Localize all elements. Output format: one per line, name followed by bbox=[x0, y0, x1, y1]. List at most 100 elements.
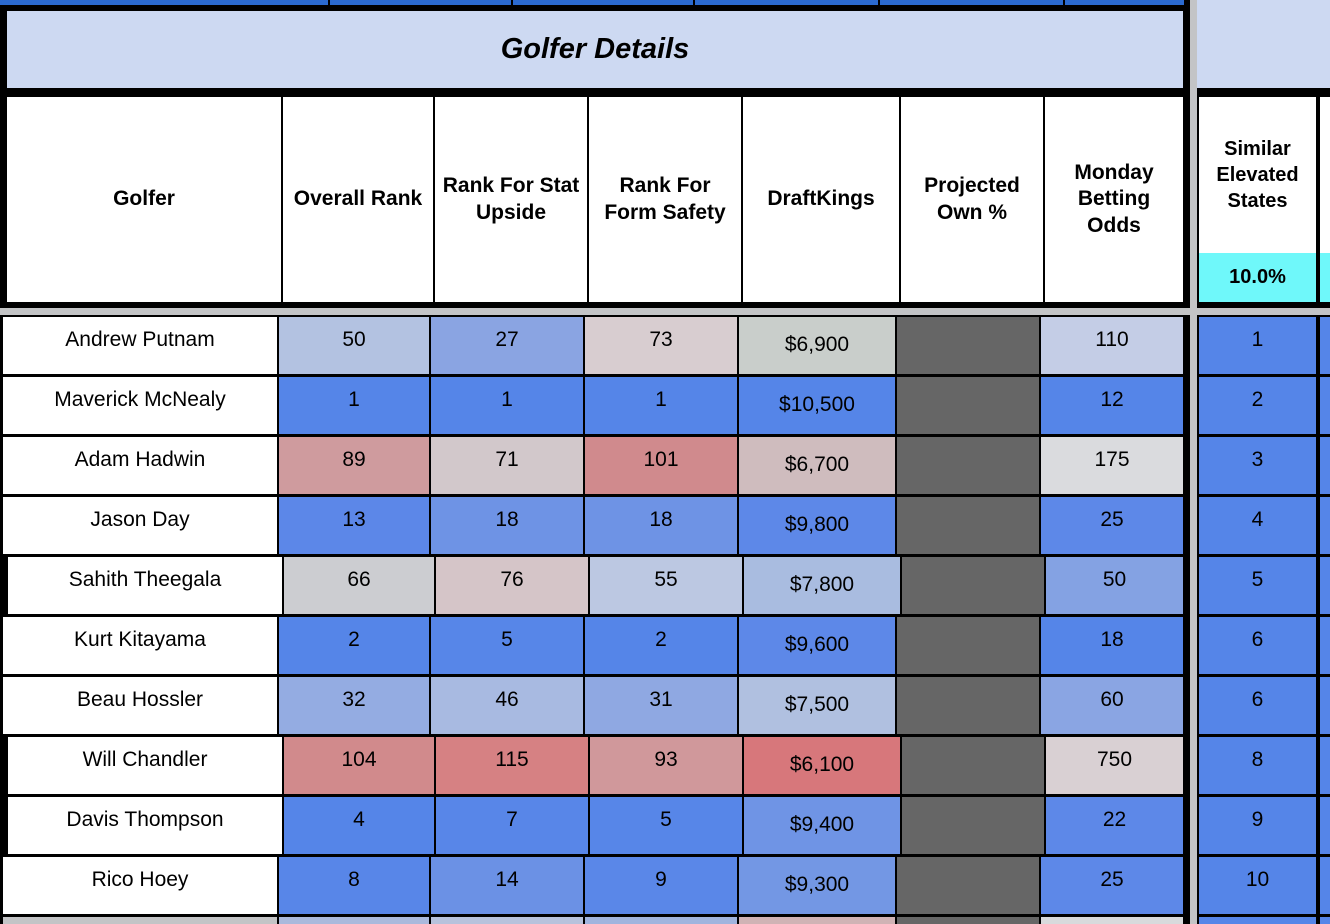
overall-rank-cell[interactable]: 89 bbox=[279, 437, 431, 494]
golfer-name-cell[interactable]: Maverick McNealy bbox=[3, 377, 279, 434]
golfer-name-cell[interactable]: Davis Thompson bbox=[8, 797, 284, 854]
header-similar-elevated-states[interactable]: Similar Elevated States bbox=[1197, 97, 1316, 253]
betting-odds-cell[interactable]: 750 bbox=[1046, 737, 1183, 794]
form-safety-rank-cell[interactable]: 9 bbox=[585, 857, 739, 914]
betting-odds-cell[interactable]: 175 bbox=[1041, 437, 1183, 494]
draftkings-salary-cell[interactable]: $7,800 bbox=[744, 557, 902, 614]
draftkings-salary-cell[interactable]: $9,300 bbox=[739, 857, 897, 914]
stat-upside-rank-cell[interactable]: 14 bbox=[431, 857, 585, 914]
similar-elevated-cell[interactable]: 5 bbox=[1197, 557, 1316, 614]
betting-odds-cell[interactable]: 25 bbox=[1041, 497, 1183, 554]
stat-upside-rank-cell[interactable]: 76 bbox=[436, 557, 590, 614]
projected-own-hidden-cell[interactable] bbox=[902, 737, 1046, 794]
projected-own-hidden-cell[interactable] bbox=[897, 437, 1041, 494]
stat-upside-rank-cell[interactable]: 46 bbox=[431, 677, 585, 734]
stat-upside-rank-cell[interactable]: 71 bbox=[431, 437, 585, 494]
projected-own-hidden-cell[interactable] bbox=[897, 677, 1041, 734]
form-safety-rank-cell[interactable]: 5 bbox=[590, 797, 744, 854]
overall-rank-cell[interactable]: 50 bbox=[279, 317, 431, 374]
stat-upside-rank-cell[interactable]: 1 bbox=[431, 377, 585, 434]
overall-rank-cell[interactable]: 13 bbox=[279, 497, 431, 554]
overall-rank-cell[interactable]: 104 bbox=[284, 737, 436, 794]
similar-threshold-cell[interactable]: 10.0% bbox=[1197, 253, 1316, 302]
overall-rank-cell[interactable]: 2 bbox=[279, 617, 431, 674]
draftkings-salary-cell[interactable]: $7,500 bbox=[739, 677, 897, 734]
table-row: Andrew Putnam 50 27 73 $6,900 110 bbox=[0, 317, 1190, 377]
projected-own-hidden-cell[interactable] bbox=[897, 497, 1041, 554]
draftkings-salary-cell[interactable]: $6,900 bbox=[739, 317, 897, 374]
similar-elevated-cell[interactable]: 4 bbox=[1197, 497, 1316, 554]
similar-elevated-cell[interactable]: 1 bbox=[1197, 317, 1316, 374]
golfer-name-cell[interactable]: Jason Day bbox=[3, 497, 279, 554]
stat-upside-rank-cell[interactable]: 27 bbox=[431, 317, 585, 374]
golfer-name-cell[interactable]: Beau Hossler bbox=[3, 677, 279, 734]
betting-odds-cell[interactable]: 110 bbox=[1041, 317, 1183, 374]
form-safety-rank-cell[interactable]: 2 bbox=[585, 617, 739, 674]
betting-odds-cell[interactable]: 18 bbox=[1041, 617, 1183, 674]
golfer-name-cell[interactable]: Will Chandler bbox=[8, 737, 284, 794]
golfer-name-cell[interactable]: Sahith Theegala bbox=[8, 557, 284, 614]
golfer-name-cell[interactable]: Adam Hadwin bbox=[3, 437, 279, 494]
similar-row: 3 bbox=[1197, 437, 1330, 497]
stat-upside-rank-cell[interactable]: 18 bbox=[431, 497, 585, 554]
cropped-row-above bbox=[0, 0, 1190, 5]
golfer-name-cell[interactable]: Kurt Kitayama bbox=[3, 617, 279, 674]
form-safety-rank-cell[interactable]: 93 bbox=[590, 737, 744, 794]
overall-rank-cell[interactable]: 4 bbox=[284, 797, 436, 854]
projected-own-hidden-cell[interactable] bbox=[902, 557, 1046, 614]
projected-own-hidden-cell[interactable] bbox=[897, 617, 1041, 674]
projected-own-hidden-cell[interactable] bbox=[902, 797, 1046, 854]
similar-elevated-cell[interactable]: 8 bbox=[1197, 737, 1316, 794]
betting-odds-cell[interactable]: 50 bbox=[1046, 557, 1183, 614]
form-safety-rank-cell[interactable]: 18 bbox=[585, 497, 739, 554]
form-safety-rank-cell[interactable]: 1 bbox=[585, 377, 739, 434]
golfer-name-cell[interactable]: Andrew Putnam bbox=[3, 317, 279, 374]
projected-own-hidden-cell[interactable] bbox=[897, 317, 1041, 374]
betting-odds-cell[interactable]: 22 bbox=[1046, 797, 1183, 854]
golfer-table-body: Andrew Putnam 50 27 73 $6,900 110 Maverick McN… bbox=[0, 315, 1190, 917]
form-safety-rank-cell[interactable]: 73 bbox=[585, 317, 739, 374]
header-overall-rank[interactable]: Overall Rank bbox=[283, 97, 435, 302]
header-golfer[interactable]: Golfer bbox=[7, 97, 283, 302]
draftkings-salary-cell[interactable]: $6,700 bbox=[739, 437, 897, 494]
header-monday-betting-odds[interactable]: Monday Betting Odds bbox=[1074, 161, 1154, 237]
golfer-details-banner[interactable]: Golfer Details bbox=[0, 5, 1190, 97]
form-safety-rank-cell[interactable]: 101 bbox=[585, 437, 739, 494]
header-rank-form-safety[interactable]: Rank For Form Safety bbox=[589, 97, 743, 302]
draftkings-salary-cell[interactable]: $9,800 bbox=[739, 497, 897, 554]
header-rank-stat-upside[interactable]: Rank For Stat Upside bbox=[435, 97, 589, 302]
overall-rank-cell[interactable]: 1 bbox=[279, 377, 431, 434]
similar-elevated-cell[interactable]: 6 bbox=[1197, 677, 1316, 734]
draftkings-salary-cell[interactable]: $9,600 bbox=[739, 617, 897, 674]
form-safety-rank-cell[interactable]: 31 bbox=[585, 677, 739, 734]
similar-elevated-cell[interactable]: 3 bbox=[1197, 437, 1316, 494]
similar-elevated-cell[interactable]: 9 bbox=[1197, 797, 1316, 854]
similar-elevated-cell[interactable]: 2 bbox=[1197, 377, 1316, 434]
stat-upside-rank-cell[interactable]: 115 bbox=[436, 737, 590, 794]
betting-odds-cell[interactable]: 12 bbox=[1041, 377, 1183, 434]
draftkings-salary-cell[interactable]: $10,500 bbox=[739, 377, 897, 434]
betting-odds-cell[interactable]: 25 bbox=[1041, 857, 1183, 914]
form-safety-rank-cell[interactable]: 55 bbox=[590, 557, 744, 614]
similar-elevated-cell[interactable]: 6 bbox=[1197, 617, 1316, 674]
projected-own-hidden-cell[interactable] bbox=[897, 377, 1041, 434]
draftkings-salary-cell[interactable]: $6,100 bbox=[744, 737, 902, 794]
betting-odds-cell[interactable]: 60 bbox=[1041, 677, 1183, 734]
projected-own-hidden-cell[interactable] bbox=[897, 857, 1041, 914]
cropped-cell bbox=[1041, 917, 1183, 924]
header-draftkings[interactable]: DraftKings bbox=[743, 97, 901, 302]
cropped-next-column bbox=[1320, 377, 1330, 434]
overall-rank-cell[interactable]: 66 bbox=[284, 557, 436, 614]
similar-threshold-band: 10.0% bbox=[1197, 253, 1330, 302]
column-divider bbox=[1316, 617, 1320, 674]
stat-upside-rank-cell[interactable]: 5 bbox=[431, 617, 585, 674]
table-row: Jason Day 13 18 18 $9,800 25 bbox=[0, 497, 1190, 557]
similar-elevated-cell[interactable]: 10 bbox=[1197, 857, 1316, 914]
cropped-cell bbox=[695, 0, 880, 5]
draftkings-salary-cell[interactable]: $9,400 bbox=[744, 797, 902, 854]
stat-upside-rank-cell[interactable]: 7 bbox=[436, 797, 590, 854]
golfer-name-cell[interactable]: Rico Hoey bbox=[3, 857, 279, 914]
header-projected-own[interactable]: Projected Own % bbox=[901, 97, 1045, 302]
overall-rank-cell[interactable]: 8 bbox=[279, 857, 431, 914]
overall-rank-cell[interactable]: 32 bbox=[279, 677, 431, 734]
